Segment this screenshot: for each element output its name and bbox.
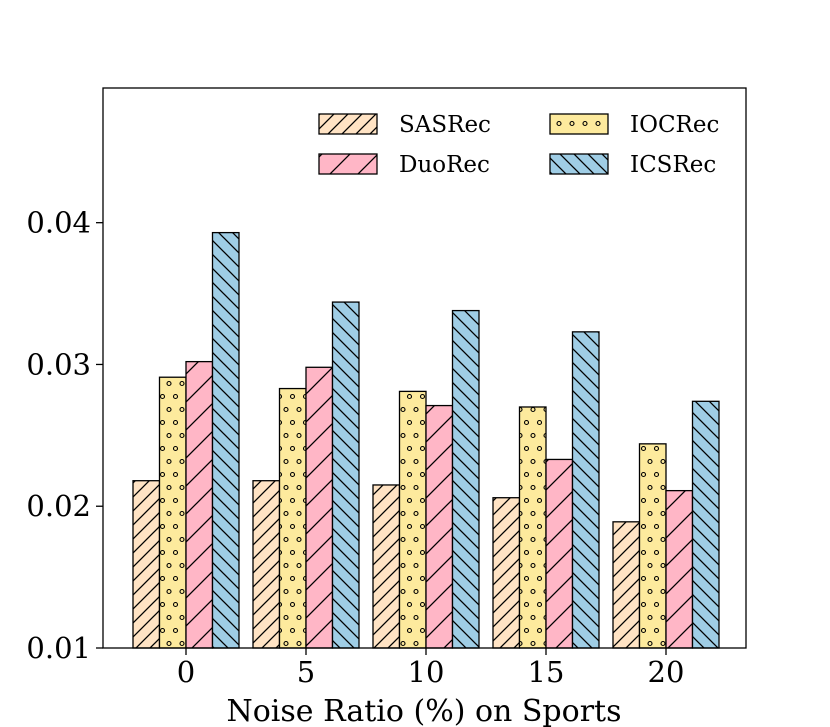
y-tick-label: 0.02 bbox=[26, 489, 91, 523]
y-tick-label: 0.03 bbox=[26, 347, 91, 381]
x-axis: 0 5 10 15 20 bbox=[177, 648, 685, 689]
x-tick-label: 0 bbox=[177, 655, 195, 689]
bar-duorec-5 bbox=[305, 366, 334, 649]
legend-label: DuoRec bbox=[399, 152, 490, 178]
bar-duorec-10 bbox=[425, 404, 454, 649]
bar-sasrec-20 bbox=[612, 521, 641, 649]
legend-label: IOCRec bbox=[630, 112, 719, 138]
legend-swatch bbox=[318, 153, 378, 175]
bar-sasrec-10 bbox=[372, 484, 401, 649]
x-tick-label: 20 bbox=[648, 655, 685, 689]
legend-item-icsrec: ICSRec bbox=[549, 152, 716, 178]
legend-swatch bbox=[549, 153, 609, 175]
x-tick-label: 5 bbox=[297, 655, 315, 689]
bar-icsrec-20 bbox=[691, 400, 720, 649]
legend-item-iocrec: IOCRec bbox=[549, 112, 719, 138]
bar-icsrec-15 bbox=[571, 331, 600, 649]
bar-iocrec-0 bbox=[158, 376, 187, 649]
legend-swatch bbox=[318, 113, 378, 135]
bar-icsrec-5 bbox=[331, 301, 360, 649]
x-tick-label: 15 bbox=[528, 655, 565, 689]
bar-iocrec-20 bbox=[638, 443, 667, 649]
bar-iocrec-5 bbox=[278, 387, 307, 649]
bar-iocrec-15 bbox=[518, 406, 547, 649]
legend-swatch bbox=[549, 113, 609, 135]
bar-icsrec-0 bbox=[211, 231, 240, 649]
bar-sasrec-15 bbox=[492, 497, 521, 649]
legend-item-duorec: DuoRec bbox=[318, 152, 490, 178]
legend-item-sasrec: SASRec bbox=[318, 112, 491, 138]
bar-iocrec-10 bbox=[398, 390, 427, 649]
bar-sasrec-5 bbox=[252, 480, 281, 649]
legend: SASRec IOCRec DuoRec ICSRec bbox=[318, 112, 719, 178]
bar-duorec-15 bbox=[545, 458, 574, 649]
x-axis-title: Noise Ratio (%) on Sports bbox=[227, 694, 622, 727]
plot-frame bbox=[102, 87, 747, 649]
bars-layer bbox=[132, 231, 720, 649]
bar-duorec-20 bbox=[665, 489, 694, 649]
y-axis: 0.01 0.02 0.03 0.04 bbox=[26, 206, 103, 665]
y-tick-label: 0.01 bbox=[26, 631, 91, 665]
legend-label: ICSRec bbox=[630, 152, 716, 178]
bar-sasrec-0 bbox=[132, 480, 161, 649]
bar-icsrec-10 bbox=[451, 309, 480, 649]
y-tick-label: 0.04 bbox=[26, 206, 91, 240]
legend-label: SASRec bbox=[399, 112, 491, 138]
x-tick-label: 10 bbox=[408, 655, 445, 689]
bar-duorec-0 bbox=[185, 360, 214, 649]
